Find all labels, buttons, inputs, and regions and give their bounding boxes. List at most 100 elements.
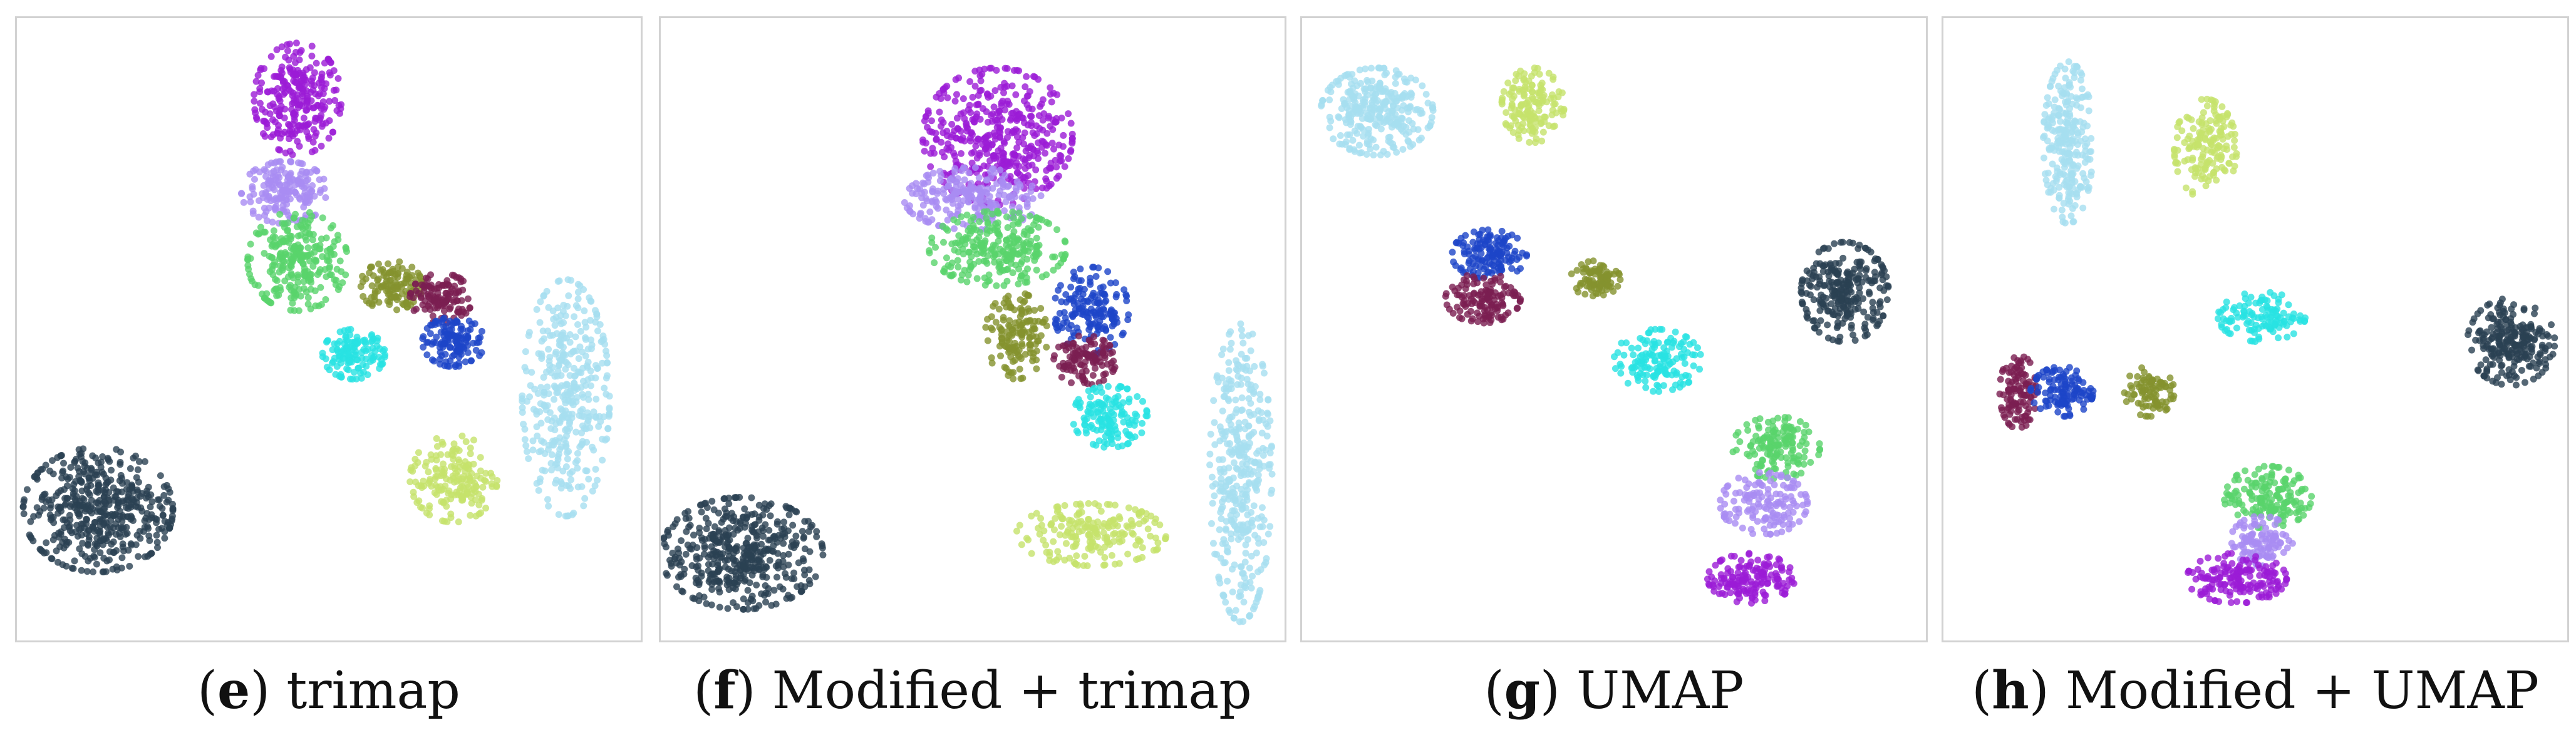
scatter-point [251, 106, 259, 113]
scatter-point [728, 579, 736, 587]
scatter-point [331, 238, 338, 245]
scatter-point [467, 511, 474, 519]
scatter-point [240, 198, 247, 206]
scatter-point [574, 483, 582, 491]
scatter-point [1228, 339, 1235, 347]
scatter-point [978, 184, 985, 192]
scatter-point [311, 146, 319, 154]
scatter-point [995, 192, 1003, 199]
scatter-point [755, 602, 763, 609]
scatter-point [1038, 273, 1046, 280]
scatter-point [385, 260, 391, 267]
scatter-point [350, 369, 358, 376]
scatter-point [801, 518, 809, 525]
scatter-point [1266, 417, 1274, 424]
scatter-point [944, 94, 951, 101]
scatter-point [1353, 130, 1361, 137]
scatter-point [264, 88, 272, 96]
scatter-point [252, 114, 260, 121]
scatter-point [989, 152, 996, 160]
scatter-point [43, 549, 50, 557]
scatter-point [1112, 394, 1119, 402]
scatter-point [966, 249, 973, 256]
scatter-point [537, 419, 545, 427]
scatter-point [294, 279, 302, 286]
scatter-point [1248, 519, 1255, 527]
scatter-point [1067, 284, 1075, 291]
scatter-point [330, 67, 338, 75]
scatter-point [544, 383, 551, 391]
scatter-point [1049, 126, 1057, 133]
scatter-point [1017, 355, 1025, 362]
scatter-point [333, 362, 341, 370]
scatter-point [666, 557, 674, 564]
scatter-point [961, 115, 968, 123]
scatter-point [1241, 583, 1248, 590]
scatter-point [771, 532, 778, 540]
scatter-point [1020, 326, 1027, 334]
scatter-point [1090, 264, 1097, 271]
scatter-point [1003, 364, 1010, 372]
scatter-point [419, 505, 426, 511]
scatter-point [1254, 535, 1261, 542]
scatter-point [554, 453, 562, 460]
scatter-point [712, 575, 720, 583]
scatter-point [1228, 518, 1236, 525]
scatter-point [535, 486, 542, 494]
scatter-point [135, 478, 142, 486]
scatter-point [1100, 520, 1108, 527]
scatter-point [471, 480, 478, 487]
scatter-point [1206, 461, 1214, 469]
scatter-point [358, 354, 366, 362]
scatter-point [990, 103, 998, 111]
scatter-point [1007, 249, 1015, 257]
scatter-point [76, 507, 83, 515]
scatter-point [1392, 73, 1399, 81]
scatter-point [1029, 195, 1037, 202]
scatter-point [59, 561, 66, 568]
scatter-point [1218, 351, 1226, 359]
scatter-point [1077, 277, 1085, 284]
scatter-point [308, 43, 316, 50]
scatter-point [745, 544, 753, 551]
scatter-point [1099, 283, 1107, 290]
scatter-point [289, 71, 297, 78]
scatter-point [523, 448, 530, 455]
scatter-point [722, 527, 729, 534]
scatter-point [1343, 131, 1351, 138]
scatter-point [389, 265, 396, 273]
scatter-point [424, 339, 432, 346]
scatter-point [470, 436, 477, 444]
scatter-point [599, 456, 606, 464]
scatter-point [599, 332, 607, 340]
scatter-point [570, 383, 577, 391]
scatter-point [746, 579, 753, 587]
scatter-point [1236, 588, 1244, 595]
scatter-point [987, 247, 995, 254]
scatter-point [276, 146, 284, 154]
scatter-point [551, 396, 558, 403]
scatter-point [661, 540, 668, 548]
scatter-point [996, 245, 1004, 253]
scatter-point [1091, 353, 1099, 361]
scatter-point [732, 585, 739, 593]
scatter-point [130, 455, 137, 462]
scatter-point [1120, 286, 1128, 294]
scatter-point [69, 485, 76, 493]
scatter-point [1043, 548, 1050, 556]
scatter-point [1209, 540, 1217, 547]
scatter-point [1037, 305, 1045, 312]
scatter-point [261, 166, 268, 173]
scatter-point [395, 269, 402, 277]
scatter-point [412, 280, 420, 287]
scatter-point [994, 110, 1001, 117]
scatter-point [1077, 265, 1084, 273]
scatter-point [1018, 307, 1025, 315]
scatter-point [782, 570, 789, 577]
scatter-point [584, 419, 591, 427]
scatter-point [544, 327, 552, 335]
scatter-point [1231, 507, 1238, 515]
scatter-point [95, 481, 103, 489]
scatter-point [1002, 198, 1010, 205]
scatter-point [787, 543, 795, 550]
